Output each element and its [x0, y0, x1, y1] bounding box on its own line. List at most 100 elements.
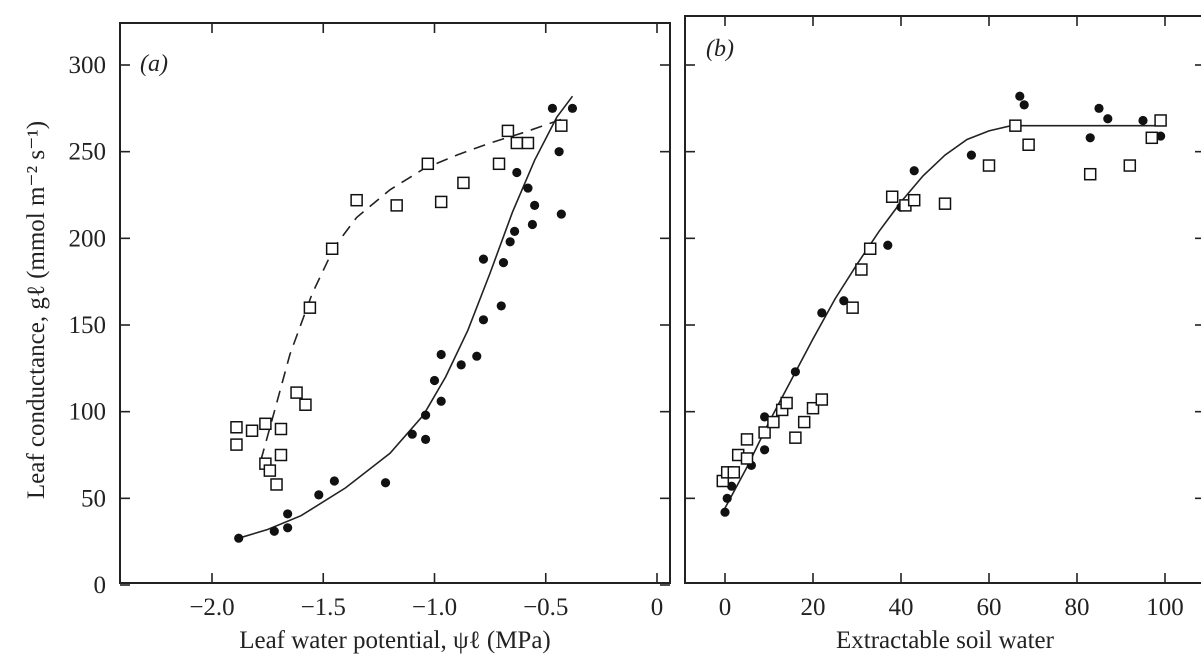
panel-b-open-square-point [740, 452, 754, 465]
panel-b-filled-point [1103, 114, 1113, 124]
panel-b-x-axis-label: Extractable soil water [836, 627, 1055, 654]
panel-a-open-square-point [274, 422, 288, 436]
panel-b-filled-point [760, 412, 770, 422]
panel-b-open-square-point [815, 393, 829, 406]
panel-b-filled-point [720, 507, 730, 517]
panel-b-open-square-point [1123, 159, 1137, 172]
panel-a-y-ticks: 0 50 100 150 200 250 300 [69, 52, 670, 599]
panel-b: (b) 0 20 40 60 80 100 Extractable soil water [684, 15, 1201, 654]
panel-a-open-square-point [299, 398, 312, 411]
panel-a-open-square-point [303, 301, 317, 314]
panel-b-open-square-point [740, 433, 754, 446]
panel-b-filled-point [839, 296, 849, 306]
panel-a-open-square-point [263, 464, 277, 477]
panel-a-open-square-point [501, 124, 515, 138]
panel-b-label: (b) [706, 36, 734, 62]
panel-a-filled-point [283, 509, 293, 519]
panel-a-filled-point [478, 254, 489, 264]
panel-a-open-square-point [325, 242, 339, 255]
panel-a-open-square-point [555, 119, 568, 132]
panel-b-filled-point [760, 445, 770, 455]
panel-a-filled-point [505, 237, 515, 247]
panel-b-x-tick-label: 0 [719, 594, 732, 621]
panel-a-filled-point [283, 523, 293, 533]
panel-b-filled-point [966, 150, 977, 160]
panel-b-open-square-point [1154, 114, 1167, 127]
panel-b-open-square-point [789, 431, 802, 444]
panel-b-open-square-point [982, 159, 996, 172]
panel-b-filled-point [909, 166, 919, 176]
panel-a-filled-point [421, 434, 431, 444]
panel-b-x-tick-label: 20 [801, 594, 826, 621]
panel-b-filled-point [1138, 115, 1148, 126]
panel-a-x-axis-label: Leaf water potential, ψℓ (MPa) [239, 627, 551, 654]
panel-a-y-tick-label: 150 [69, 312, 107, 339]
y-axis-label: Leaf conductance, gℓ (mmol m⁻² s⁻¹) [23, 121, 50, 499]
panel-a-open-square-point [421, 157, 435, 171]
panel-b-open-square-point [855, 263, 868, 276]
panel-b-filled-point [1094, 103, 1104, 113]
panel-a-label: (a) [140, 51, 168, 77]
panel-a-open-square-point [245, 424, 259, 437]
panel-a-open-square-point [350, 193, 363, 207]
panel-a-filled-point [456, 360, 466, 370]
panel-a-filled-point [436, 396, 446, 406]
panel-a-y-tick-label: 300 [69, 52, 107, 79]
panel-a-open-square-point [274, 448, 288, 462]
panel-b-open-square-point [1145, 131, 1159, 145]
panel-b-filled-point [727, 481, 737, 491]
panel-a-filled-point [472, 351, 482, 361]
panel-a-filled-point [523, 183, 533, 193]
panel-a-y-tick-label: 0 [94, 572, 107, 599]
panel-a-x-tick-label: −1.0 [412, 594, 457, 621]
panel-a-filled-point [269, 526, 279, 536]
panel-a-y-tick-label: 250 [69, 139, 107, 166]
panel-a-open-square-point [270, 478, 283, 491]
panel-b-x-tick-label: 100 [1146, 594, 1184, 621]
panel-a-filled-point [436, 349, 446, 360]
panel-a-y-tick-label: 200 [69, 225, 107, 252]
panel-a-points [230, 103, 578, 543]
panel-b-filled-point [883, 240, 893, 250]
panel-a-filled-point [530, 200, 540, 210]
panel-b-x-tick-label: 80 [1065, 594, 1090, 621]
panel-a-open-square-point [290, 386, 303, 399]
panel-b-filled-point [1085, 133, 1095, 143]
panel-b-y-ticks [685, 64, 1201, 500]
panel-a-filled-point [314, 490, 324, 500]
panel-a-frame [119, 22, 671, 584]
panel-a-filled-point [496, 301, 506, 311]
panel-a-filled-point [527, 219, 538, 230]
panel-a-open-square-point [492, 157, 506, 171]
panel-a-filled-point [509, 226, 520, 236]
panel-a-filled-point [512, 167, 522, 178]
panel-b-points [716, 91, 1167, 517]
panel-b-x-ticks: 0 20 40 60 80 100 [719, 16, 1184, 621]
panel-a-filled-point [407, 429, 417, 439]
panel-b-filled-point [1015, 91, 1025, 101]
panel-a-filled-point [234, 533, 244, 543]
panel-b-open-square-point [780, 396, 793, 410]
panel-a-x-tick-label: 0 [651, 594, 664, 621]
panel-b-open-square-point [806, 401, 820, 415]
panel-b-open-square-point [727, 466, 741, 479]
panel-a-y-tick-label: 100 [69, 399, 107, 426]
panel-a-x-ticks: −2.0 −1.5 −1.0 −0.5 0 [189, 23, 663, 621]
panel-a-filled-point [478, 315, 489, 325]
panel-b-fit-line [722, 124, 1165, 513]
panel-b-open-square-point [1022, 138, 1035, 151]
panel-a-open-square-point [510, 136, 524, 150]
panel-a-open-square-point [230, 421, 243, 434]
panel-b-open-square-point [938, 197, 952, 210]
panel-a-open-square-point [521, 136, 535, 150]
panel-a-open-square-point [230, 438, 243, 451]
panel-a-curves [238, 95, 574, 539]
panel-a-open-square-point [434, 195, 448, 209]
panel-a-filled-point [329, 476, 339, 486]
panel-b-x-tick-label: 40 [889, 594, 914, 621]
panel-b-filled-point [722, 493, 732, 503]
panel-b-open-square-point [907, 193, 921, 207]
panel-a-open-square-point [259, 417, 272, 431]
panel-a-filled-point [380, 478, 391, 488]
